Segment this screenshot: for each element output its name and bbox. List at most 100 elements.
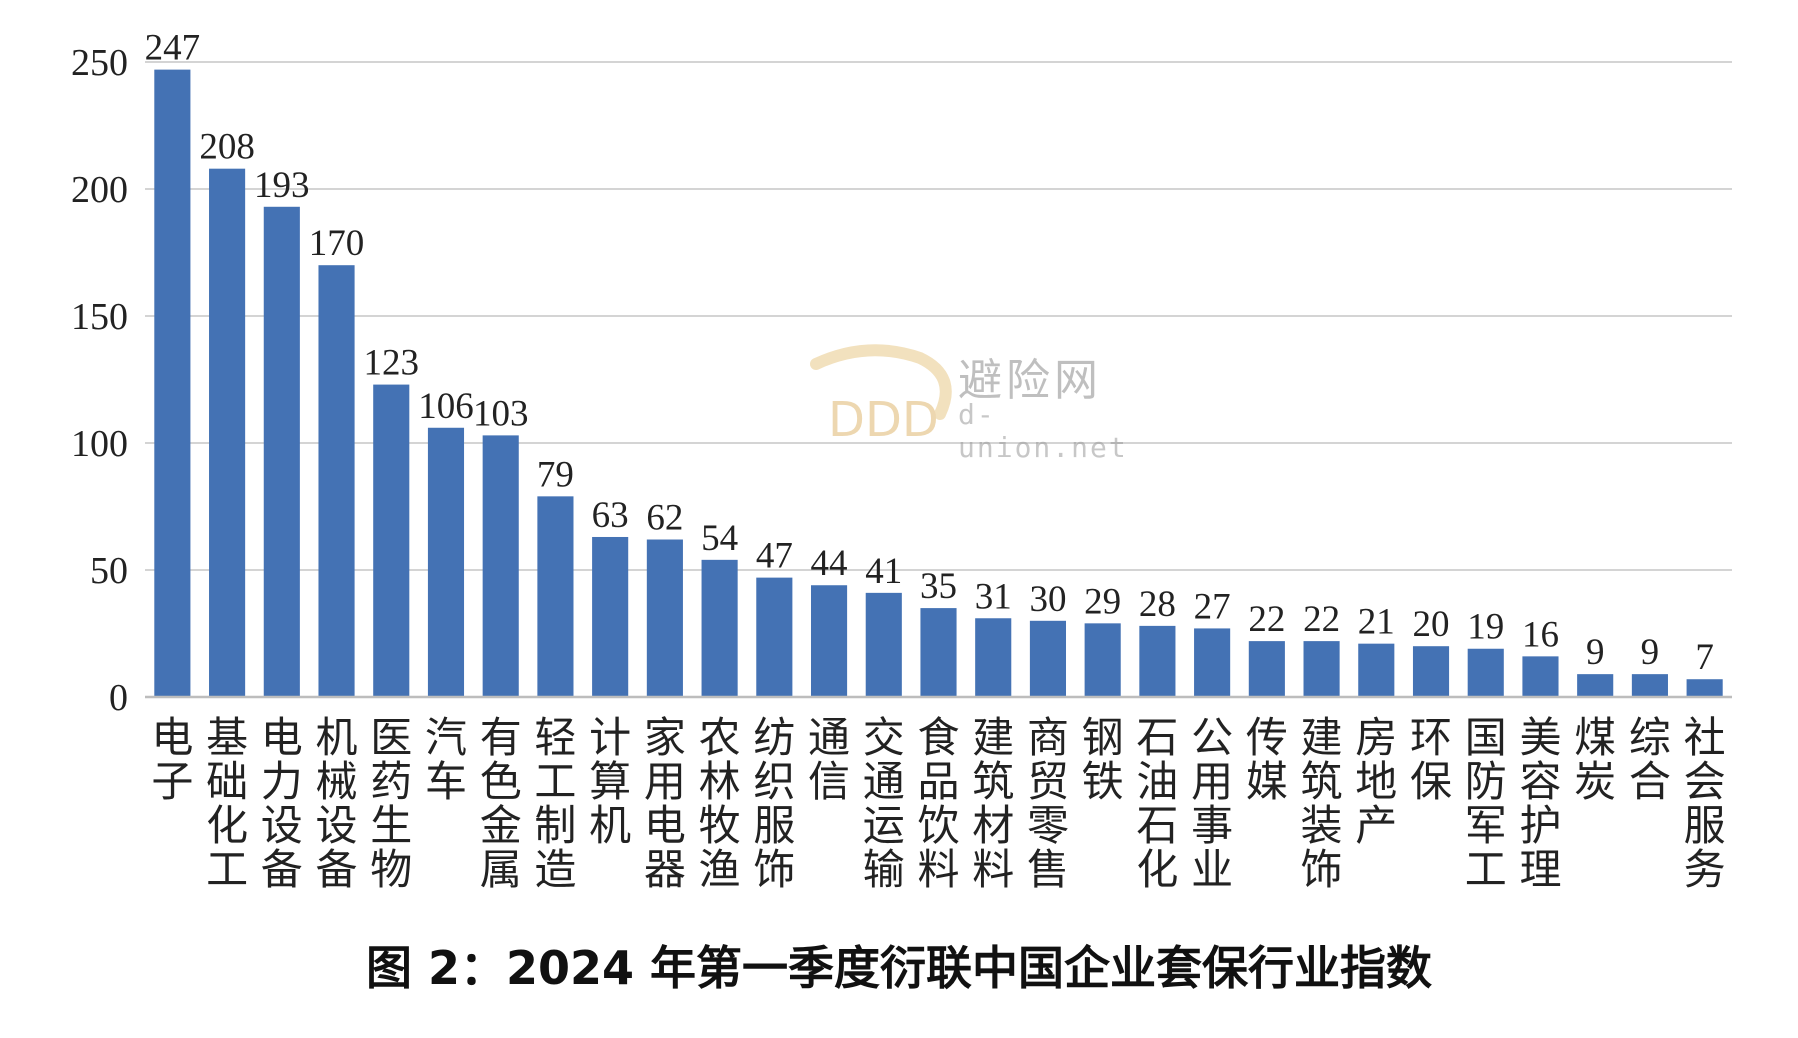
bar — [1139, 625, 1176, 697]
category-label-char: 医 — [370, 713, 412, 762]
category-label: 建筑装饰 — [1301, 713, 1343, 894]
category-label: 机械设备 — [316, 713, 358, 894]
category-label-char: 有 — [480, 713, 522, 762]
gridlines — [145, 61, 1732, 571]
category-label-char: 品 — [917, 757, 959, 806]
category-label-char: 电 — [261, 713, 303, 762]
category-label-char: 属 — [480, 845, 522, 894]
data-label: 27 — [1194, 586, 1231, 627]
category-label-char: 建 — [972, 713, 1014, 762]
category-label-char: 设 — [261, 801, 303, 850]
category-label: 电子 — [151, 713, 193, 806]
bar — [701, 559, 738, 697]
category-label-char: 金 — [480, 801, 522, 850]
category-label-char: 药 — [370, 757, 412, 806]
bar — [427, 427, 465, 697]
category-label-char: 料 — [917, 845, 959, 894]
category-label-char: 电 — [151, 713, 193, 762]
category-label-char: 交 — [863, 713, 905, 762]
y-tick-label: 150 — [71, 296, 128, 338]
category-label-char: 服 — [1684, 801, 1726, 850]
bar — [154, 69, 191, 698]
logo-mark: DDD — [828, 392, 939, 448]
y-tick-label: 50 — [90, 550, 128, 592]
bar — [318, 265, 355, 697]
data-label: 28 — [1139, 584, 1176, 625]
data-label: 79 — [537, 454, 574, 495]
category-label-char: 饰 — [1301, 845, 1343, 894]
category-label: 环保 — [1410, 713, 1452, 806]
data-label: 47 — [756, 536, 793, 577]
data-label: 29 — [1084, 581, 1121, 622]
category-label-char: 织 — [753, 757, 795, 806]
data-label: 208 — [199, 127, 255, 168]
data-label: 103 — [473, 393, 529, 434]
data-label: 193 — [254, 165, 310, 206]
category-label-char: 用 — [1191, 757, 1233, 806]
category-label-char: 饰 — [753, 845, 795, 894]
category-label-char: 林 — [699, 757, 741, 806]
category-label-char: 国 — [1465, 713, 1507, 762]
category-label: 综合 — [1629, 713, 1671, 806]
category-label-char: 轻 — [534, 713, 576, 762]
category-label: 电力设备 — [261, 713, 303, 894]
category-label-char: 传 — [1246, 713, 1288, 762]
category-label-char: 工 — [206, 845, 248, 894]
category-label-char: 装 — [1301, 801, 1343, 850]
category-label-char: 算 — [589, 757, 631, 806]
data-label: 21 — [1358, 602, 1395, 643]
category-label-char: 渔 — [699, 845, 741, 894]
category-label-char: 售 — [1027, 845, 1069, 894]
data-label: 41 — [865, 551, 902, 592]
bar — [865, 592, 902, 697]
category-label-char: 色 — [480, 757, 522, 806]
data-label: 16 — [1522, 614, 1559, 655]
category-label: 计算机 — [589, 713, 631, 850]
category-label-char: 煤 — [1574, 713, 1616, 762]
category-label-char: 保 — [1410, 757, 1452, 806]
bar — [209, 168, 246, 697]
category-label: 公用事业 — [1191, 713, 1233, 894]
category-label-char: 公 — [1191, 713, 1233, 762]
category-label: 医药生物 — [370, 713, 412, 894]
bar — [1686, 679, 1723, 697]
category-label: 煤炭 — [1574, 713, 1616, 806]
data-label: 7 — [1695, 637, 1714, 678]
category-label-char: 纺 — [753, 713, 795, 762]
category-label-char: 基 — [206, 713, 248, 762]
category-label-char: 建 — [1301, 713, 1343, 762]
category-label: 建筑材料 — [972, 713, 1014, 894]
y-axis-ticks: 0 50 100 150 200 250 — [71, 42, 128, 719]
category-label: 交通运输 — [863, 713, 905, 894]
category-label: 传媒 — [1246, 713, 1288, 806]
watermark: DDD 避险网 d-union.net — [808, 336, 1128, 464]
d-union-logo-icon: DDD — [810, 344, 952, 448]
category-label-char: 防 — [1465, 757, 1507, 806]
watermark-cn-text: 避险网 — [958, 355, 1102, 406]
category-label-char: 商 — [1027, 713, 1069, 762]
category-label-char: 信 — [808, 757, 850, 806]
category-label-char: 环 — [1410, 713, 1452, 762]
category-label: 社会服务 — [1684, 713, 1726, 894]
y-tick-label: 250 — [71, 42, 128, 84]
y-tick-label: 100 — [71, 423, 128, 465]
category-label-char: 机 — [316, 713, 358, 762]
data-label: 247 — [145, 28, 201, 69]
category-label-char: 设 — [316, 801, 358, 850]
y-tick-label: 0 — [109, 677, 128, 719]
bar — [1522, 656, 1559, 697]
category-label-char: 电 — [644, 801, 686, 850]
category-label-char: 家 — [644, 713, 686, 762]
bar — [263, 206, 300, 697]
data-label: 19 — [1467, 607, 1504, 648]
category-label-char: 计 — [589, 713, 631, 762]
category-label-char: 零 — [1027, 801, 1069, 850]
bar — [592, 536, 629, 697]
category-label-char: 运 — [863, 801, 905, 850]
category-label-char: 护 — [1519, 801, 1561, 850]
bar — [373, 384, 410, 697]
category-label: 农林牧渔 — [699, 713, 741, 894]
bar — [482, 435, 519, 697]
category-label-char: 工 — [1465, 845, 1507, 894]
category-label-char: 制 — [534, 801, 576, 850]
